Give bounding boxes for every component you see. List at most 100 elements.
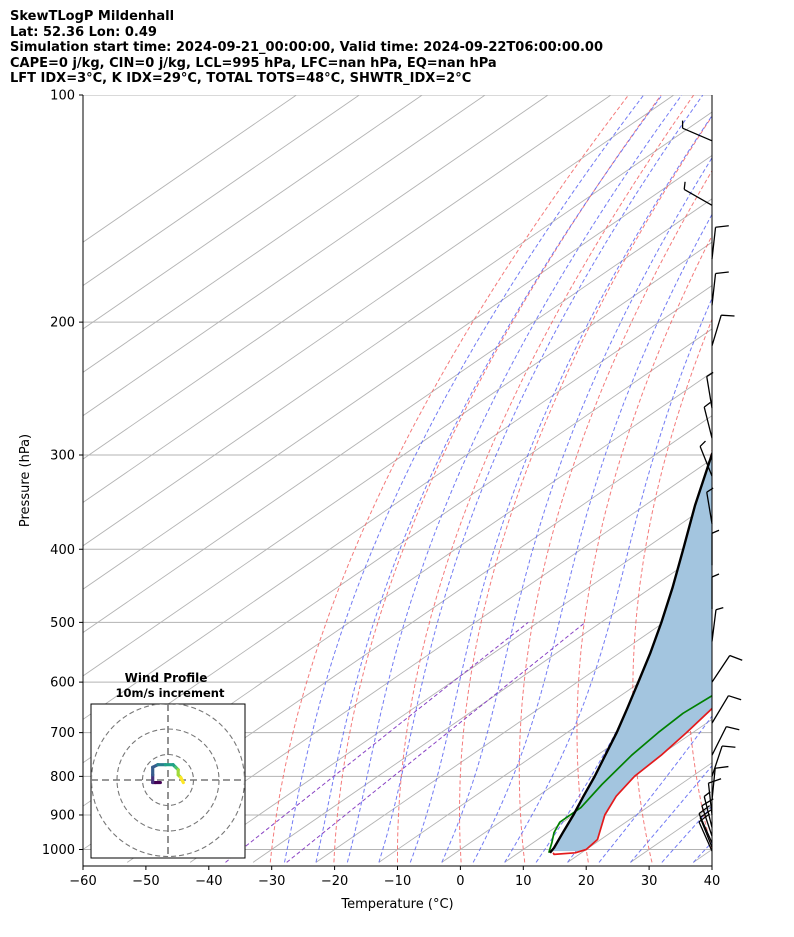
temperature-profile-line — [552, 707, 712, 856]
wind-barb-feather — [715, 765, 729, 769]
y-tick-label: 900 — [50, 808, 75, 823]
mixing-ratio-line — [225, 622, 529, 863]
title-latlon: Lat: 52.36 Lon: 0.49 — [10, 24, 157, 40]
wind-barb — [711, 695, 730, 724]
wind-barb — [711, 745, 723, 777]
y-tick-label: 300 — [50, 448, 75, 463]
isotherm-line — [83, 154, 712, 590]
isotherm-line — [83, 95, 360, 287]
x-tick-label: 40 — [704, 874, 721, 889]
wind-barb-feather — [708, 778, 722, 784]
wind-barb — [711, 655, 731, 683]
wind-barb — [701, 805, 713, 837]
wind-barb-feather — [715, 225, 729, 228]
wind-barb-feather — [711, 573, 720, 578]
dry-adiabat — [518, 169, 712, 863]
y-tick-label: 1000 — [42, 843, 75, 858]
wind-barb — [699, 446, 713, 477]
mixing-ratio-line — [286, 622, 586, 863]
y-tick-label: 700 — [50, 726, 75, 741]
x-tick-label: −60 — [69, 874, 96, 889]
wind-barb-feather — [699, 809, 712, 819]
wind-barb-feather — [722, 745, 736, 748]
dry-adiabat — [333, 95, 662, 863]
wind-barb — [683, 188, 713, 206]
x-axis-label: Temperature (°C) — [340, 897, 453, 912]
isotherm-line — [83, 95, 486, 373]
isotherm-line — [83, 241, 712, 677]
wind-barb-feather — [699, 440, 706, 447]
parcel-profile-line — [549, 450, 712, 854]
wind-barb-feather — [715, 606, 724, 611]
wind-barb — [703, 796, 713, 828]
wind-barb-feather — [715, 271, 729, 275]
wind-barb — [706, 376, 713, 409]
wind-barb — [711, 609, 717, 642]
isotherm-line — [83, 95, 675, 504]
isotherm-line — [83, 198, 712, 634]
title-indices-line: LFT IDX=3°C, K IDX=29°C, TOTAL TOTS=48°C… — [10, 71, 472, 87]
y-tick-label: 500 — [50, 616, 75, 631]
cin-shaded-area — [551, 454, 712, 852]
isotherm-line — [83, 95, 612, 460]
moist-adiabat — [315, 95, 663, 863]
wind-barb — [698, 821, 713, 852]
isotherm-line — [378, 632, 712, 863]
wind-barb — [707, 783, 713, 816]
wind-barb-feather — [728, 695, 742, 701]
wind-barb-feather — [721, 314, 735, 317]
wind-barb-feather — [706, 371, 714, 378]
wind-barb-feather — [726, 725, 740, 731]
title-times: Simulation start time: 2024-09-21_00:00:… — [10, 40, 603, 56]
dry-adiabat — [459, 115, 712, 863]
wind-barb-feather — [683, 181, 686, 190]
moist-adiabat — [472, 213, 712, 863]
isotherm-line — [83, 111, 712, 547]
x-tick-label: −10 — [384, 874, 411, 889]
isotherm-line — [252, 545, 712, 863]
moist-adiabat — [504, 297, 712, 863]
wind-barb — [711, 726, 727, 756]
y-tick-label: 600 — [50, 676, 75, 691]
x-tick-label: −40 — [195, 874, 222, 889]
dry-adiabat — [269, 95, 629, 863]
x-tick-label: 20 — [578, 874, 595, 889]
chart-header: SkewTLogP Mildenhall Lat: 52.36 Lon: 0.4… — [10, 9, 603, 87]
wind-barb-feather — [711, 529, 720, 534]
y-tick-label: 800 — [50, 770, 75, 785]
isotherm-line — [83, 95, 423, 330]
y-tick-label: 200 — [50, 316, 75, 331]
hodograph-subtitle: 10m/s increment — [116, 686, 225, 700]
wind-barb — [703, 406, 713, 439]
hodograph-title: Wind Profile — [125, 671, 208, 685]
isotherm-line — [127, 458, 712, 863]
wind-barb-feather — [703, 402, 711, 408]
isotherm-line — [83, 415, 712, 851]
isotherm-line — [83, 95, 549, 417]
title-cape-line: CAPE=0 j/kg, CIN=0 j/kg, LCL=995 hPa, LF… — [10, 55, 497, 71]
isotherm-line — [83, 95, 297, 243]
isotherm-line — [315, 588, 712, 863]
wind-barb-feather — [698, 805, 711, 815]
y-tick-label: 400 — [50, 543, 75, 558]
title-station: SkewTLogP Mildenhall — [10, 9, 175, 24]
wind-barb — [698, 813, 713, 844]
wind-barb — [711, 768, 716, 801]
isotherm-line — [504, 718, 712, 863]
x-tick-label: 0 — [456, 874, 464, 889]
wind-barb — [711, 273, 717, 306]
x-tick-label: −30 — [258, 874, 285, 889]
moist-adiabat — [284, 95, 645, 863]
wind-barb — [699, 817, 713, 848]
wind-barb-feather — [706, 487, 714, 493]
x-tick-label: −50 — [132, 874, 159, 889]
moist-adiabat — [346, 95, 683, 863]
moist-adiabat — [409, 114, 712, 863]
x-tick-label: 10 — [515, 874, 532, 889]
y-tick-label: 100 — [50, 89, 75, 104]
hodograph-ring — [91, 704, 245, 858]
moist-adiabat — [661, 805, 712, 863]
x-tick-label: −20 — [321, 874, 348, 889]
hodograph-trace-segment — [179, 775, 185, 785]
